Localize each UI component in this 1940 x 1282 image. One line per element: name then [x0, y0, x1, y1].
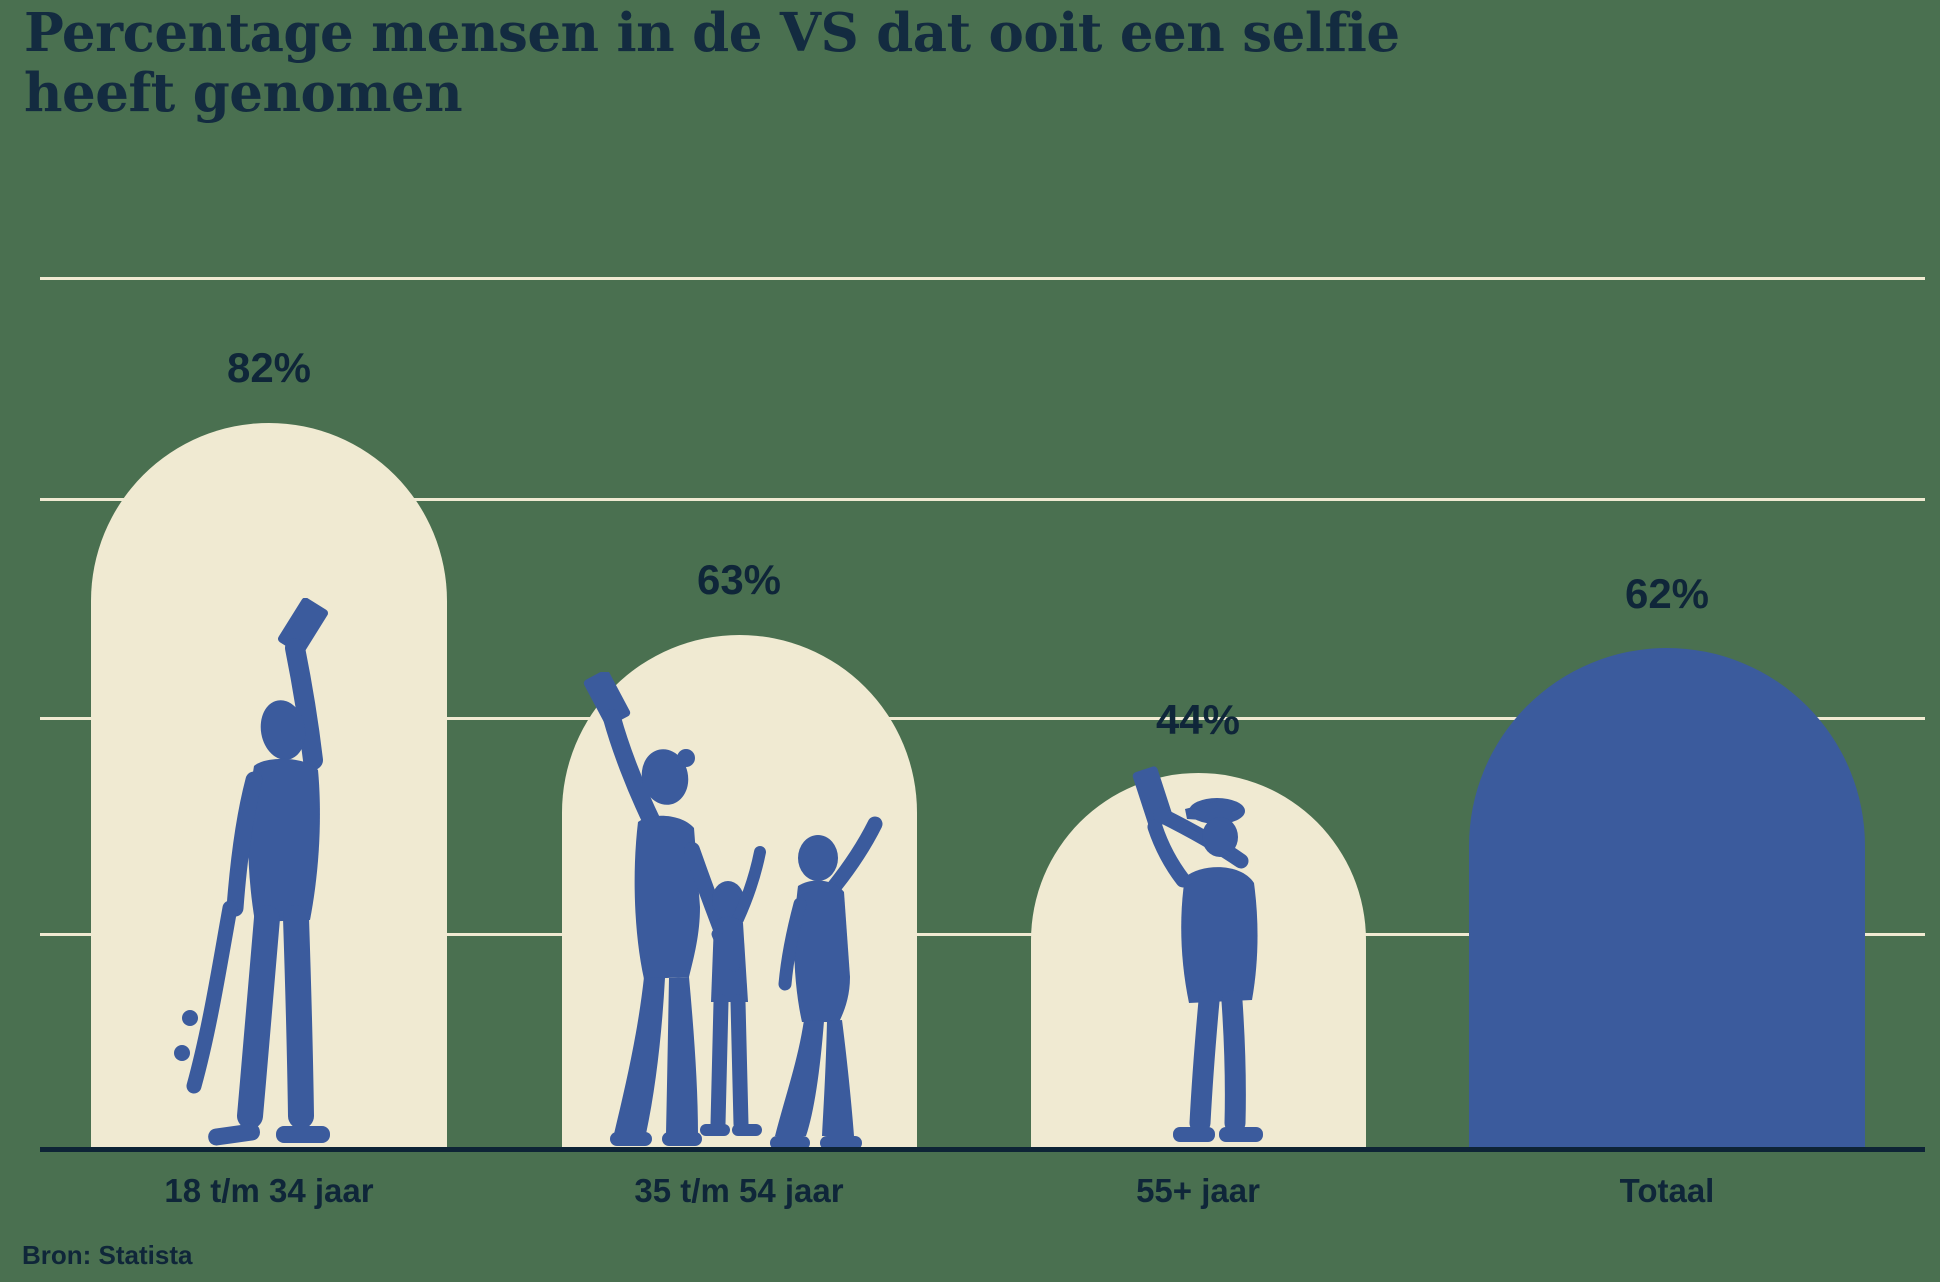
- bar-totaal: [1469, 648, 1865, 1150]
- value-label-18-34: 82%: [226, 344, 312, 391]
- chart-title-line-1: Percentage mensen in de VS dat ooit een …: [24, 2, 1400, 64]
- gridline-75: [40, 498, 1925, 501]
- chart-title: Percentage mensen in de VS dat ooit een …: [24, 2, 1524, 124]
- category-label-55-plus: 55+ jaar: [1136, 1172, 1260, 1209]
- category-label-18-34: 18 t/m 34 jaar: [164, 1172, 374, 1209]
- family-selfie-silhouette: [583, 672, 883, 1150]
- gridline-25: [40, 933, 1925, 936]
- value-label-35-54: 63%: [696, 556, 782, 603]
- x-axis-line: [40, 1147, 1925, 1152]
- selfie-man-silhouette: [174, 598, 330, 1146]
- value-label-totaal: 62%: [1624, 570, 1710, 617]
- source-credit: Bron: Statista: [22, 1240, 193, 1270]
- category-label-35-54: 35 t/m 54 jaar: [634, 1172, 844, 1209]
- gridline-50: [40, 717, 1925, 720]
- category-label-totaal: Totaal: [1619, 1172, 1715, 1209]
- senior-selfie-silhouette: [1132, 766, 1263, 1142]
- value-label-55-plus: 44%: [1155, 696, 1241, 743]
- chart-title-line-2: heeft genomen: [24, 61, 463, 124]
- gridline-100: [40, 277, 1925, 280]
